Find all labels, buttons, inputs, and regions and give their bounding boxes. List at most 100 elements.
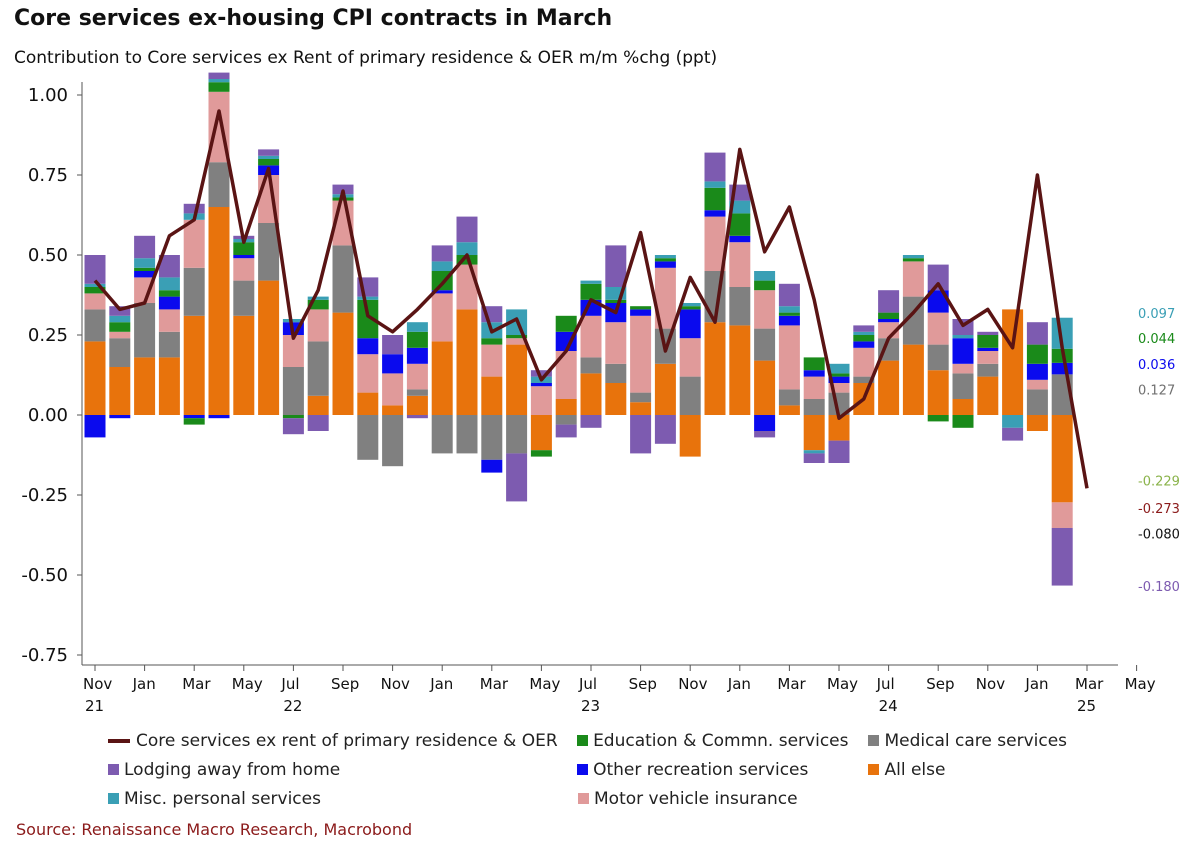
- y-tick-label: -0.25: [21, 485, 68, 506]
- bar-segment: [903, 345, 924, 415]
- bar-segment: [581, 284, 602, 300]
- bar-segment: [481, 345, 502, 377]
- bar-segment: [630, 402, 651, 415]
- bar-segment: [357, 354, 378, 392]
- bar-segment: [779, 325, 800, 389]
- bar-segment: [903, 261, 924, 296]
- bar-segment: [853, 335, 874, 341]
- bar-segment: [804, 450, 825, 453]
- x-tick-label: Nov: [83, 675, 112, 693]
- bar-segment: [903, 258, 924, 261]
- bar-segment: [233, 242, 254, 255]
- x-tick-label: May: [232, 675, 263, 693]
- legend-item: Lodging away from home: [108, 760, 577, 780]
- bar-segment: [209, 415, 230, 418]
- bar-segment: [705, 181, 726, 187]
- bar-segment: [481, 338, 502, 344]
- value-annotation: -0.229: [1138, 475, 1180, 490]
- bar-segment: [977, 348, 998, 351]
- bar-segment: [109, 415, 130, 418]
- bar-segment: [605, 322, 626, 364]
- x-tick-label: Sep: [331, 675, 359, 693]
- bar-segment: [853, 332, 874, 335]
- legend-label: Motor vehicle insurance: [594, 789, 798, 809]
- legend-label: Education & Commn. services: [593, 731, 848, 751]
- bar-segment: [878, 319, 899, 322]
- bar-segment: [109, 332, 130, 338]
- bar-segment: [531, 450, 552, 456]
- bar-segment: [680, 306, 701, 309]
- bar-segment: [754, 290, 775, 328]
- bar-segment: [109, 367, 130, 415]
- bar-segment: [556, 425, 577, 438]
- bar-segment: [779, 306, 800, 312]
- bar-segment: [680, 309, 701, 338]
- legend-swatch: [108, 764, 119, 775]
- bar-segment: [804, 415, 825, 450]
- bar-segment: [333, 313, 354, 415]
- bar-segment: [308, 396, 329, 415]
- bar-segment: [357, 393, 378, 415]
- bar-segment: [729, 213, 750, 235]
- bar-segment: [779, 313, 800, 316]
- legend-swatch: [868, 735, 879, 746]
- bar-segment: [977, 364, 998, 377]
- bar-segment: [308, 415, 329, 431]
- bar-segment: [779, 284, 800, 306]
- y-tick-label: -0.75: [21, 645, 68, 666]
- bar-segment: [556, 415, 577, 425]
- x-tick-label: Nov: [678, 675, 707, 693]
- bar-segment: [308, 341, 329, 395]
- bar-segment: [804, 399, 825, 415]
- bar-segment: [581, 373, 602, 415]
- bar-segment: [630, 309, 651, 315]
- value-annotation: -0.080: [1138, 527, 1180, 542]
- legend-item: All else: [868, 760, 1108, 780]
- value-annotation: 0.044: [1138, 332, 1175, 347]
- x-tick-year-label: 21: [85, 697, 104, 715]
- bar-segment: [953, 373, 974, 399]
- bar-segment: [407, 332, 428, 348]
- bar-segment: [804, 453, 825, 463]
- legend-swatch: [868, 764, 879, 775]
- x-tick-label: Jul: [578, 675, 597, 693]
- bar-segment: [581, 357, 602, 373]
- x-tick-label: Mar: [777, 675, 806, 693]
- x-tick-label: Mar: [182, 675, 211, 693]
- bar-segment: [109, 322, 130, 332]
- legend-label: All else: [884, 760, 945, 780]
- x-tick-label: May: [1125, 675, 1156, 693]
- bar-segment: [1027, 345, 1048, 364]
- bar-segment: [407, 415, 428, 418]
- bar-segment: [432, 261, 453, 271]
- bar-segment: [432, 341, 453, 415]
- bar-segment: [382, 335, 403, 354]
- bar-segment: [680, 415, 701, 457]
- bar-segment: [804, 377, 825, 399]
- bar-segment: [878, 361, 899, 415]
- bar-segment: [1052, 528, 1073, 586]
- bar-segment: [1027, 364, 1048, 380]
- bar-segment: [457, 415, 478, 453]
- bar-segment: [729, 236, 750, 242]
- bar-segment: [1002, 415, 1023, 428]
- bar-segment: [308, 309, 329, 341]
- bar-segment: [258, 281, 279, 415]
- x-tick-label: Nov: [976, 675, 1005, 693]
- x-tick-label: Jan: [1024, 675, 1048, 693]
- bar-segment: [209, 79, 230, 82]
- bar-segment: [209, 162, 230, 207]
- bar-segment: [680, 338, 701, 376]
- bar-segment: [258, 149, 279, 155]
- bar-segment: [85, 309, 106, 341]
- bar-segment: [184, 316, 205, 415]
- bar-segment: [233, 316, 254, 415]
- bar-segment: [506, 415, 527, 453]
- bar-segment: [134, 236, 155, 258]
- x-tick-label: Nov: [381, 675, 410, 693]
- legend-label: Lodging away from home: [124, 760, 340, 780]
- bar-segment: [159, 357, 180, 415]
- bar-segment: [407, 348, 428, 364]
- bar-segment: [432, 245, 453, 261]
- bar-segment: [878, 290, 899, 312]
